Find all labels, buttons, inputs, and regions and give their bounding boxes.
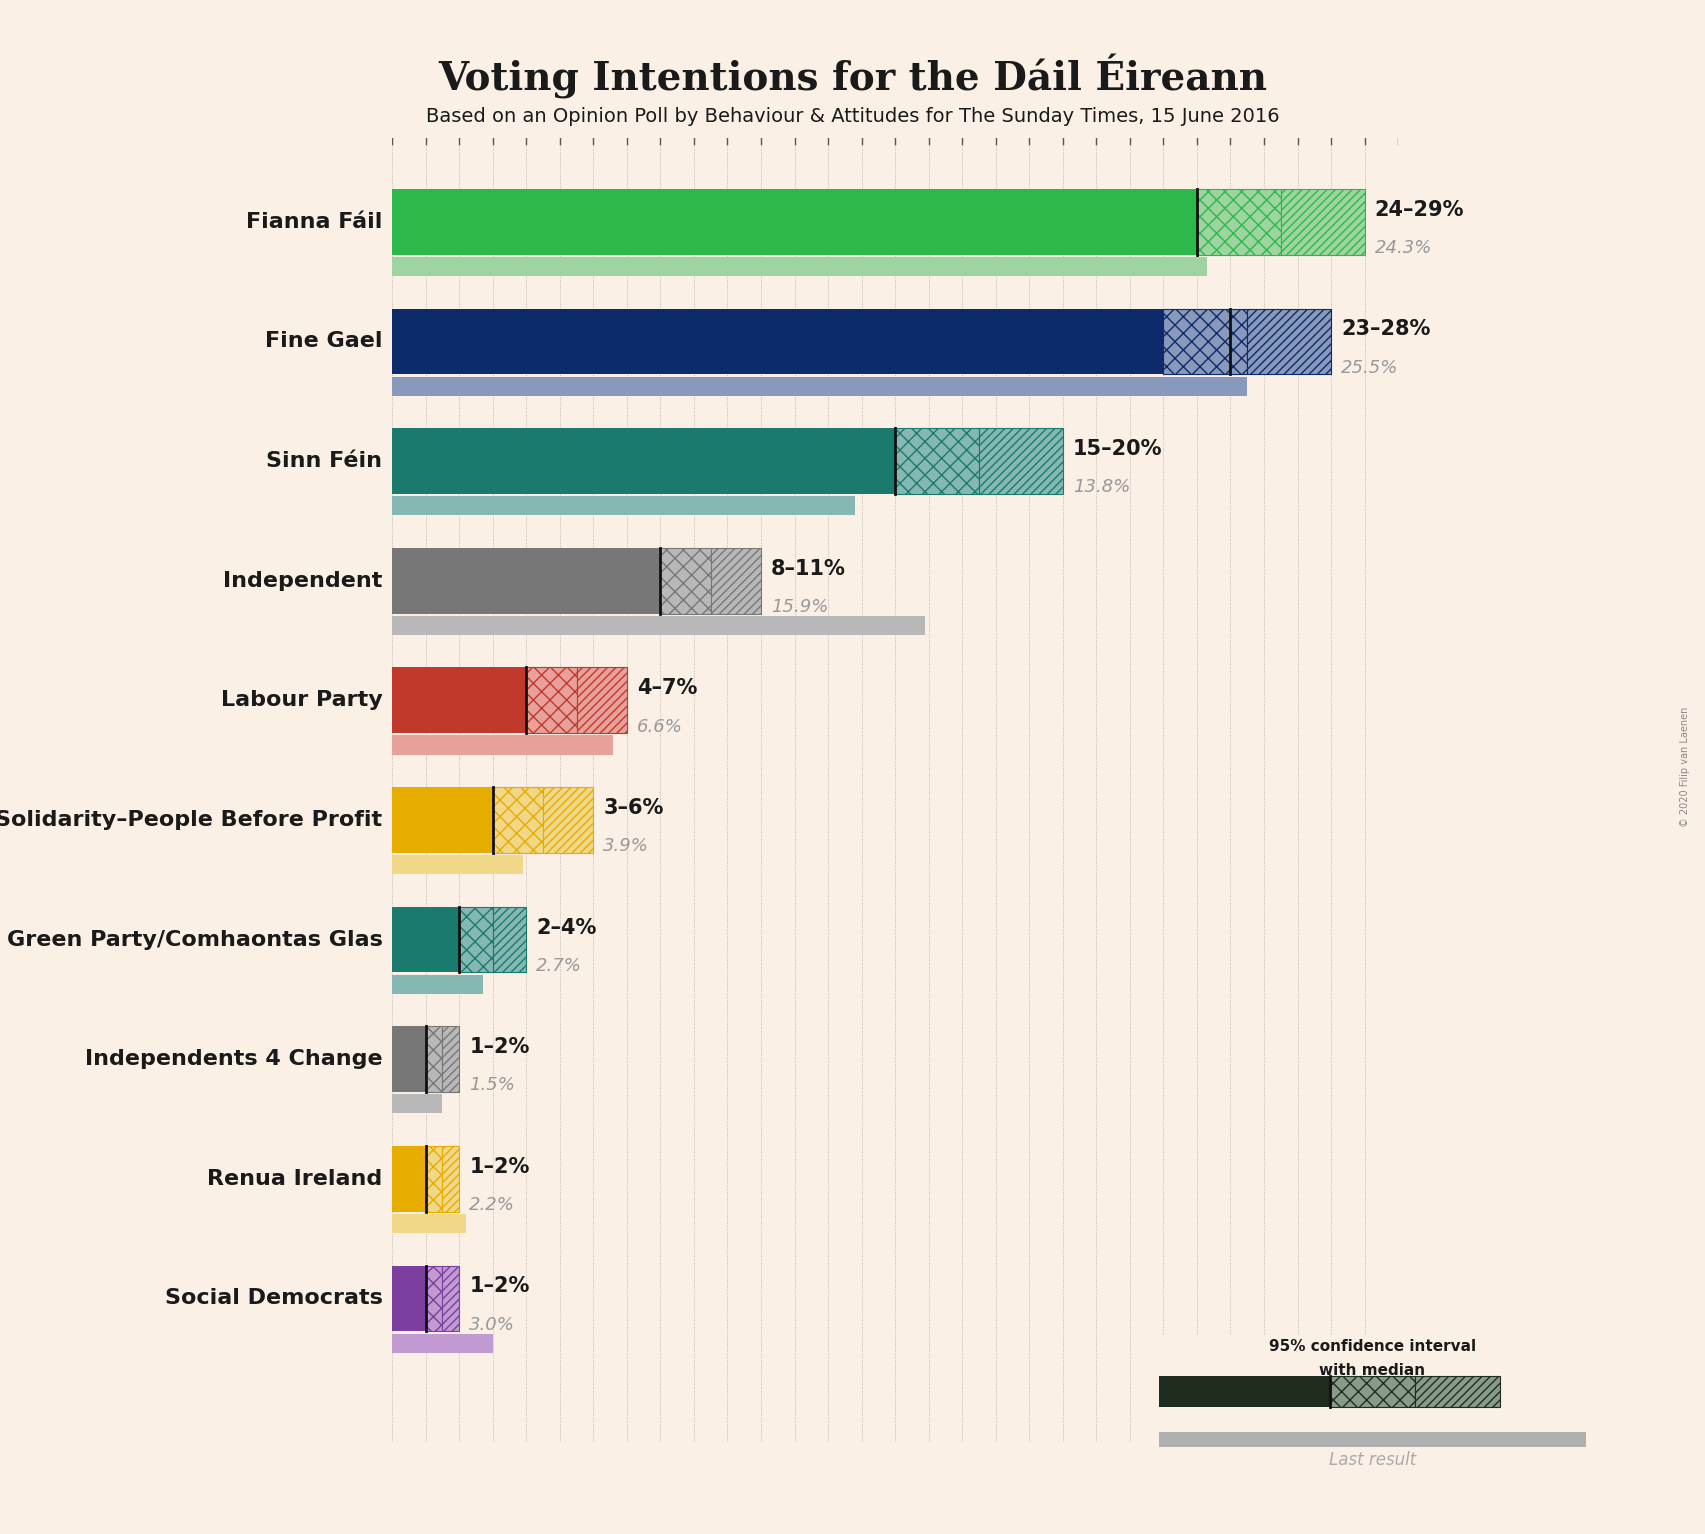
- Bar: [1163, 308, 1246, 374]
- Bar: [426, 1266, 443, 1332]
- Bar: [443, 1026, 459, 1092]
- Bar: [979, 428, 1062, 494]
- Bar: [527, 667, 576, 733]
- Text: Voting Intentions for the Dáil Éireann: Voting Intentions for the Dáil Éireann: [438, 54, 1267, 98]
- Text: 23–28%: 23–28%: [1342, 319, 1430, 339]
- Text: © 2020 Filip van Laenen: © 2020 Filip van Laenen: [1679, 707, 1690, 827]
- Bar: [392, 308, 1163, 374]
- Bar: [392, 495, 854, 515]
- Bar: [660, 548, 711, 614]
- Bar: [895, 428, 979, 494]
- Bar: [426, 1026, 443, 1092]
- Text: with median: with median: [1320, 1364, 1425, 1378]
- Bar: [392, 1146, 426, 1212]
- Bar: [392, 974, 483, 994]
- Bar: [392, 1213, 465, 1233]
- Bar: [576, 667, 627, 733]
- Bar: [392, 735, 614, 755]
- Text: 2.2%: 2.2%: [469, 1197, 515, 1213]
- Text: 13.8%: 13.8%: [1072, 479, 1130, 497]
- Text: 6.6%: 6.6%: [638, 718, 682, 736]
- Bar: [1159, 1433, 1586, 1448]
- Text: 1–2%: 1–2%: [469, 1037, 530, 1057]
- Bar: [392, 1333, 493, 1353]
- Bar: [1280, 189, 1364, 255]
- Bar: [392, 667, 527, 733]
- Bar: [392, 615, 926, 635]
- Bar: [392, 428, 895, 494]
- Text: 2.7%: 2.7%: [537, 957, 581, 976]
- Bar: [1246, 308, 1332, 374]
- Text: 3.0%: 3.0%: [469, 1316, 515, 1333]
- Text: 3–6%: 3–6%: [604, 798, 663, 818]
- Bar: [1159, 1376, 1330, 1407]
- Text: 1–2%: 1–2%: [469, 1276, 530, 1296]
- Bar: [392, 1266, 426, 1332]
- Bar: [1415, 1376, 1500, 1407]
- Text: 1.5%: 1.5%: [469, 1077, 515, 1094]
- Text: 15.9%: 15.9%: [771, 598, 829, 617]
- Bar: [426, 1146, 443, 1212]
- Bar: [392, 854, 523, 874]
- Text: 25.5%: 25.5%: [1342, 359, 1398, 377]
- Text: 3.9%: 3.9%: [604, 838, 650, 856]
- Bar: [392, 1094, 443, 1114]
- Bar: [392, 1026, 426, 1092]
- Bar: [392, 548, 660, 614]
- Bar: [493, 787, 542, 853]
- Text: 24–29%: 24–29%: [1374, 199, 1465, 219]
- Bar: [392, 907, 459, 973]
- Bar: [392, 258, 1207, 276]
- Text: 95% confidence interval: 95% confidence interval: [1269, 1339, 1477, 1355]
- Bar: [1330, 1376, 1415, 1407]
- Text: Based on an Opinion Poll by Behaviour & Attitudes for The Sunday Times, 15 June : Based on an Opinion Poll by Behaviour & …: [426, 107, 1279, 126]
- Text: 8–11%: 8–11%: [771, 558, 846, 578]
- Bar: [711, 548, 760, 614]
- Text: 4–7%: 4–7%: [638, 678, 697, 698]
- Bar: [443, 1146, 459, 1212]
- Bar: [542, 787, 593, 853]
- Text: 2–4%: 2–4%: [537, 917, 597, 937]
- Text: 24.3%: 24.3%: [1374, 239, 1432, 258]
- Bar: [392, 787, 493, 853]
- Text: Last result: Last result: [1328, 1451, 1417, 1468]
- Bar: [1197, 189, 1280, 255]
- Bar: [392, 376, 1246, 396]
- Bar: [459, 907, 493, 973]
- Bar: [392, 189, 1197, 255]
- Text: 15–20%: 15–20%: [1072, 439, 1163, 459]
- Bar: [493, 907, 527, 973]
- Bar: [443, 1266, 459, 1332]
- Text: 1–2%: 1–2%: [469, 1157, 530, 1177]
